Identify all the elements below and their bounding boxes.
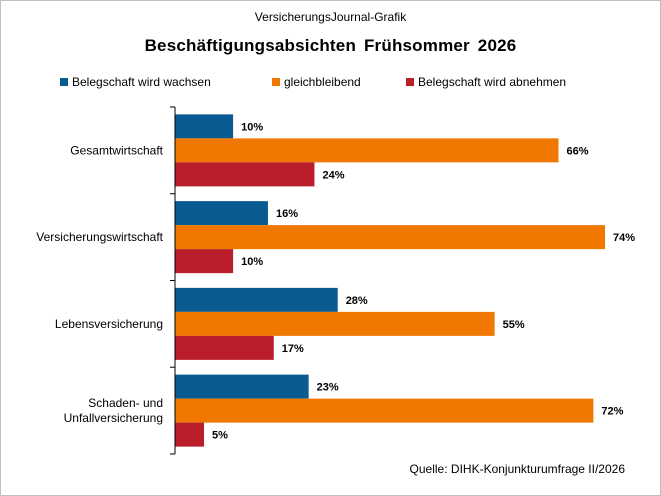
data-label-1-2: 10% <box>241 256 263 268</box>
data-label-0-2: 24% <box>322 169 344 181</box>
bar-0-1 <box>175 138 559 163</box>
bar-0-2 <box>175 162 315 187</box>
bar-3-1 <box>175 398 594 423</box>
bar-2-0 <box>175 287 338 312</box>
chart-supertitle: VersicherungsJournal-Grafik <box>254 10 407 24</box>
category-label-1: Versicherungswirtschaft <box>36 230 163 244</box>
bar-2-1 <box>175 311 495 336</box>
legend-swatch-wachsen <box>60 78 68 86</box>
data-label-3-1: 72% <box>601 406 623 418</box>
legend-label-wachsen: Belegschaft wird wachsen <box>72 75 211 89</box>
category-label-3-line-0: Schaden- und <box>88 396 163 410</box>
bar-1-2 <box>175 249 234 274</box>
bar-1-1 <box>175 225 605 250</box>
data-label-0-1: 66% <box>567 145 589 157</box>
data-label-1-0: 16% <box>276 208 298 220</box>
bar-0-0 <box>175 114 234 139</box>
data-label-2-1: 55% <box>503 319 525 331</box>
legend-swatch-gleichbleibend <box>272 78 280 86</box>
legend-label-abnehmen: Belegschaft wird abnehmen <box>418 75 567 89</box>
data-label-2-2: 17% <box>282 343 304 355</box>
bar-3-0 <box>175 374 309 399</box>
bar-1-0 <box>175 201 268 226</box>
data-label-3-0: 23% <box>317 382 339 394</box>
category-label-3-line-1: Unfallversicherung <box>64 411 163 425</box>
chart-title: Beschäftigungsabsichten Frühsommer 2026 <box>144 36 517 55</box>
chart-source: Quelle: DIHK-Konjunkturumfrage II/2026 <box>409 462 625 476</box>
category-label-0: Gesamtwirtschaft <box>70 143 163 157</box>
data-label-3-2: 5% <box>212 430 228 442</box>
data-label-2-0: 28% <box>346 295 368 307</box>
bar-2-2 <box>175 335 274 360</box>
legend-label-gleichbleibend: gleichbleibend <box>284 75 361 89</box>
legend-swatch-abnehmen <box>406 78 414 86</box>
category-label-2: Lebensversicherung <box>55 317 163 331</box>
bar-3-2 <box>175 422 205 447</box>
data-label-1-1: 74% <box>613 232 635 244</box>
data-label-0-0: 10% <box>241 121 263 133</box>
